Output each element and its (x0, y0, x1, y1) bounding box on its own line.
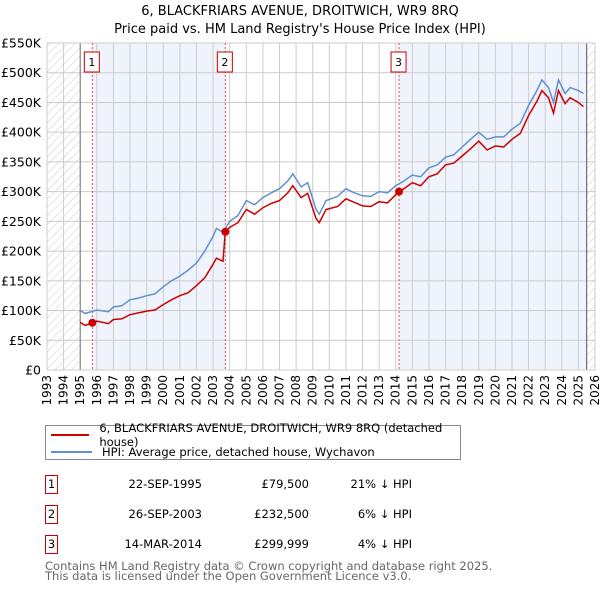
sale-date: 14-MAR-2014 (124, 537, 202, 551)
sale-point (88, 318, 97, 327)
x-tick-label: 2020 (488, 375, 502, 406)
y-tick-label: £250K (1, 214, 42, 229)
y-tick-label: £150K (1, 273, 42, 288)
footer-copyright: Contains HM Land Registry data © Crown c… (45, 559, 493, 573)
sale-price: £232,500 (254, 507, 309, 521)
sale-date: 22-SEP-1995 (128, 477, 202, 491)
x-tick-label: 2013 (372, 375, 386, 406)
sale-label-box (83, 51, 100, 73)
x-tick-label: 2011 (339, 375, 353, 406)
no-data-hatch (586, 43, 595, 370)
y-tick-label: £300K (1, 184, 42, 199)
chart-title: 6, BLACKFRIARS AVENUE, DROITWICH, WR9 8R… (141, 4, 459, 19)
x-tick-label: 1993 (40, 375, 54, 406)
x-tick-label: 2015 (405, 375, 419, 406)
chart-subtitle: Price paid vs. HM Land Registry's House … (114, 22, 486, 37)
y-tick-label: £0 (25, 363, 41, 378)
y-tick-label: £350K (1, 154, 42, 169)
y-tick-label: £500K (1, 65, 42, 80)
x-tick-label: 2014 (389, 375, 403, 406)
x-tick-label: 1996 (90, 375, 104, 406)
shaded-band (92, 43, 226, 370)
x-tick-label: 2004 (223, 375, 237, 406)
sale-label: 3 (395, 56, 402, 69)
sale-label: 1 (88, 56, 95, 69)
table-row: 1 22-SEP-1995 £79,500 21% ↓ HPI (45, 475, 465, 495)
sale-point (221, 227, 230, 236)
sale-price: £79,500 (261, 477, 309, 491)
x-tick-label: 2009 (306, 375, 320, 406)
hpi-diff: 6% ↓ HPI (357, 507, 412, 521)
x-tick-label: 2007 (272, 375, 286, 406)
hpi-diff: 21% ↓ HPI (350, 477, 412, 491)
x-tick-label: 2016 (422, 375, 436, 406)
x-tick-label: 2008 (289, 375, 303, 406)
x-tick-label: 1997 (106, 375, 120, 406)
y-tick-label: £200K (1, 244, 42, 259)
series-line-property (79, 88, 584, 327)
y-tick-label: £50K (9, 333, 42, 348)
x-tick-label: 1999 (140, 375, 154, 406)
sale-date: 26-SEP-2003 (128, 507, 202, 521)
y-tick-label: £550K (1, 36, 42, 51)
x-tick-label: 2012 (356, 375, 370, 406)
x-tick-label: 2000 (156, 375, 170, 406)
x-tick-label: 1994 (57, 375, 71, 406)
shaded-band (399, 43, 587, 370)
x-tick-label: 2024 (555, 375, 569, 406)
legend-label-property: 6, BLACKFRIARS AVENUE, DROITWICH, WR9 8R… (99, 421, 443, 449)
y-tick-label: £450K (1, 95, 42, 110)
x-tick-label: 2023 (538, 375, 552, 406)
hpi-diff: 4% ↓ HPI (357, 537, 412, 551)
legend-item-property: 6, BLACKFRIARS AVENUE, DROITWICH, WR9 8R… (51, 421, 460, 449)
legend-item-hpi: HPI: Average price, detached house, Wych… (51, 444, 375, 460)
y-tick-label: £400K (1, 125, 42, 140)
marker-badge: 2 (45, 505, 58, 524)
table-row: 3 14-MAR-2014 £299,999 4% ↓ HPI (45, 535, 465, 555)
x-tick-label: 2019 (472, 375, 486, 406)
x-tick-label: 2025 (571, 375, 585, 406)
sale-price: £299,999 (254, 537, 309, 551)
legend-label-hpi: HPI: Average price, detached house, Wych… (102, 445, 375, 459)
x-tick-label: 2010 (322, 375, 336, 406)
sale-label: 2 (221, 56, 228, 69)
x-tick-label: 2022 (522, 375, 536, 406)
x-tick-label: 2002 (189, 375, 203, 406)
x-tick-label: 2026 (588, 375, 600, 406)
footer-licence: This data is licensed under the Open Gov… (45, 569, 412, 583)
red-line-swatch-icon (51, 434, 90, 436)
y-tick-label: £100K (1, 303, 42, 318)
blue-line-swatch-icon (51, 451, 92, 453)
series-line-hpi (79, 77, 584, 315)
marker-badge: 3 (45, 535, 58, 554)
x-tick-label: 2001 (173, 375, 187, 406)
x-tick-label: 2021 (505, 375, 519, 406)
plot-frame (46, 42, 596, 371)
x-tick-label: 2018 (455, 375, 469, 406)
x-tick-label: 2017 (439, 375, 453, 406)
x-tick-label: 1998 (123, 375, 137, 406)
x-tick-label: 2006 (256, 375, 270, 406)
x-tick-label: 1995 (73, 375, 87, 406)
sale-label-box (390, 51, 407, 73)
x-tick-label: 2005 (239, 375, 253, 406)
legend: 6, BLACKFRIARS AVENUE, DROITWICH, WR9 8R… (45, 421, 461, 460)
table-row: 2 26-SEP-2003 £232,500 6% ↓ HPI (45, 505, 465, 525)
marker-badge: 1 (45, 475, 58, 494)
price-chart: 1993 1994 1995 1996 1997 1998 1999 2000 2001 2002… (1, 36, 600, 406)
sale-label-box (216, 51, 233, 73)
x-tick-label: 2003 (206, 375, 220, 406)
sale-point (395, 187, 404, 196)
